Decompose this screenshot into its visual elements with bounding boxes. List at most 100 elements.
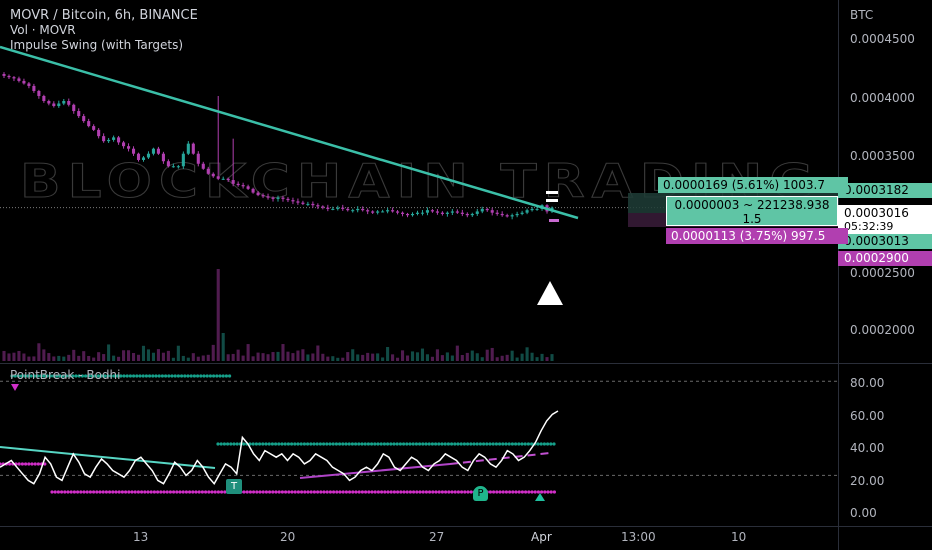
resistance-level-dots <box>539 442 543 446</box>
candle-body <box>127 146 131 149</box>
resistance-level-dots <box>424 442 428 446</box>
support-level-dots <box>293 490 297 494</box>
support-level-dots <box>437 490 441 494</box>
volume-bar <box>231 353 235 361</box>
volume-bar <box>67 354 71 361</box>
teal-level-dots <box>23 374 27 378</box>
candle-body <box>396 211 400 213</box>
resistance-level-dots <box>526 442 531 446</box>
support-level-dots <box>444 490 448 494</box>
candle-body <box>505 215 509 217</box>
support-level-dots <box>338 490 342 494</box>
resistance-level-dots <box>478 442 482 446</box>
support-level-dots <box>495 490 499 494</box>
lower-target-box[interactable]: 0.0000113 (3.75%) 997.5 <box>666 228 848 244</box>
support-level-dots <box>354 490 358 494</box>
teal-level-dots <box>224 374 228 378</box>
candle-body <box>401 212 405 214</box>
resistance-level-dots <box>318 442 322 446</box>
resistance-level-dots <box>357 442 361 446</box>
teal-level-dots <box>42 374 46 378</box>
time-tick: 20 <box>280 530 296 544</box>
support-level-dots <box>255 490 259 494</box>
candle-body <box>256 192 260 196</box>
candle-body <box>361 208 365 211</box>
resistance-level-dots <box>530 442 534 446</box>
target-dash-lower <box>546 199 558 202</box>
volume-bar <box>296 350 300 361</box>
volume-bar <box>535 357 539 361</box>
support-level-dots <box>424 490 428 494</box>
volume-bar <box>316 345 320 361</box>
resistance-level-dots <box>267 442 271 446</box>
resistance-level-dots <box>504 442 508 446</box>
volume-bar <box>326 356 330 361</box>
resistance-level-dots <box>258 442 262 446</box>
support-level-dots <box>188 490 192 494</box>
upper-target-box[interactable]: 0.0000169 (5.61%) 1003.7 <box>658 177 848 193</box>
volume-bar <box>455 345 459 361</box>
candle-body <box>435 211 439 213</box>
teal-level-dots <box>160 374 164 378</box>
volume-bar <box>136 354 141 361</box>
support-level-dots <box>287 490 291 494</box>
candle-body <box>386 210 390 212</box>
resistance-level-dots <box>222 442 226 446</box>
support-level-dots <box>447 490 451 494</box>
indicator-legend[interactable]: Impulse Swing (with Targets) <box>10 38 184 52</box>
volume-bar <box>241 355 245 361</box>
volume-legend[interactable]: Vol · MOVR <box>10 23 76 37</box>
support-level-dots <box>149 490 153 494</box>
candle-body <box>510 215 514 217</box>
support-level-dots <box>258 490 262 494</box>
volume-bar <box>410 351 415 361</box>
support-level-dots <box>389 490 393 494</box>
risk-reward-box[interactable]: 0.0000003 ~ 221238.938 1.5 <box>666 196 838 226</box>
candle-body <box>331 208 335 210</box>
support-level-dots <box>316 490 320 494</box>
candle-body <box>206 168 210 174</box>
candle-body <box>470 213 474 216</box>
resistance-level-dots <box>549 442 553 446</box>
support-level-dots <box>325 490 329 494</box>
resistance-level-dots <box>296 442 300 446</box>
volume-bar <box>256 352 260 361</box>
resistance-level-dots <box>373 442 377 446</box>
candle-body <box>535 208 539 210</box>
indicator-pane-title[interactable]: PointBreak - Bodhi <box>10 368 121 382</box>
candle-body <box>231 180 235 184</box>
resistance-level-dots <box>520 442 524 446</box>
candle-body <box>425 210 429 213</box>
resistance-level-dots <box>386 442 390 446</box>
volume-bar <box>77 355 81 361</box>
support-level-dots <box>184 490 188 494</box>
support-level-dots <box>197 490 201 494</box>
teal-level-dots <box>151 374 155 378</box>
symbol-title[interactable]: MOVR / Bitcoin, 6h, BINANCE <box>10 8 198 23</box>
indicator-support-dashed <box>449 452 551 465</box>
support-level-dots <box>88 490 92 494</box>
volume-bar <box>550 354 554 361</box>
candle-body <box>112 137 116 140</box>
support-level-dots <box>53 490 57 494</box>
volume-bar <box>346 352 350 361</box>
resistance-level-dots <box>395 442 399 446</box>
magenta-level-dots <box>33 462 37 466</box>
teal-level-dots <box>36 374 40 378</box>
teal-level-dots <box>228 374 232 378</box>
volume-bar <box>261 353 265 361</box>
teal-level-dots <box>52 374 56 378</box>
support-level-dots <box>383 490 387 494</box>
support-level-dots <box>492 490 496 494</box>
resistance-level-dots <box>507 442 511 446</box>
volume-bar <box>361 354 365 361</box>
support-level-dots <box>133 490 137 494</box>
time-tick: 10 <box>731 530 747 544</box>
volume-bar <box>396 357 400 361</box>
support-level-dots <box>111 490 115 494</box>
support-level-dots <box>284 490 288 494</box>
resistance-level-dots <box>469 442 473 446</box>
resistance-level-dots <box>450 442 454 446</box>
candle-body <box>151 148 155 154</box>
